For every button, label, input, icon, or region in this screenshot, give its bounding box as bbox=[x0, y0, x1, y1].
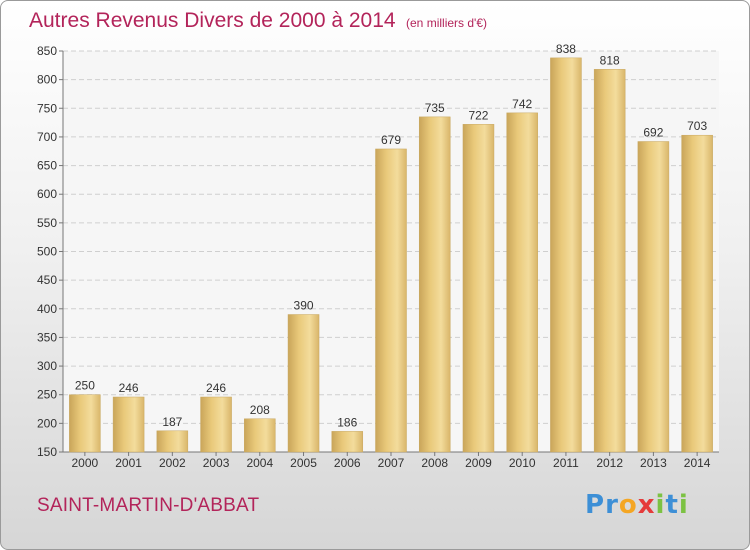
x-tick-label: 2007 bbox=[378, 456, 405, 470]
bar bbox=[244, 418, 276, 453]
x-tick-label: 2012 bbox=[596, 456, 623, 470]
bar-value-label: 187 bbox=[162, 415, 182, 429]
bar bbox=[287, 314, 320, 453]
bar-value-label: 818 bbox=[600, 53, 620, 67]
bar-value-label: 703 bbox=[687, 119, 707, 133]
bar bbox=[681, 134, 713, 453]
bar-value-label: 250 bbox=[75, 379, 95, 393]
x-tick-label: 2005 bbox=[290, 456, 317, 470]
chart-title-text: Autres Revenus Divers de 2000 à 2014 bbox=[29, 9, 396, 32]
x-tick-label: 2010 bbox=[509, 456, 536, 470]
logo-letter: i bbox=[678, 490, 689, 520]
x-tick-label: 2011 bbox=[553, 456, 579, 470]
bar bbox=[375, 148, 407, 453]
logo-letter: P bbox=[585, 490, 606, 520]
bar-value-label: 390 bbox=[294, 299, 314, 313]
logo-letter: t bbox=[665, 490, 679, 520]
bar-value-label: 742 bbox=[512, 97, 532, 111]
bar bbox=[462, 124, 495, 453]
bar bbox=[112, 396, 145, 453]
y-tick-label: 500 bbox=[37, 245, 57, 259]
bar bbox=[418, 116, 451, 453]
bar bbox=[200, 396, 232, 453]
proxiti-logo: Proxiti bbox=[585, 490, 689, 520]
y-tick-label: 350 bbox=[37, 330, 57, 344]
bar bbox=[637, 141, 670, 453]
y-tick-label: 700 bbox=[37, 130, 57, 144]
bar-value-label: 838 bbox=[556, 42, 576, 56]
logo-letter: i bbox=[655, 490, 666, 520]
bar-value-label: 735 bbox=[425, 101, 445, 115]
y-tick-label: 650 bbox=[37, 159, 57, 173]
y-tick-label: 800 bbox=[37, 73, 57, 87]
x-tick-label: 2003 bbox=[203, 456, 230, 470]
y-tick-label: 550 bbox=[37, 216, 57, 230]
x-tick-label: 2002 bbox=[159, 456, 186, 470]
y-tick-label: 300 bbox=[37, 359, 57, 373]
bar-value-label: 692 bbox=[643, 126, 663, 140]
bar bbox=[156, 430, 189, 453]
y-tick-label: 200 bbox=[37, 416, 57, 430]
bar-value-label: 722 bbox=[468, 108, 488, 122]
x-tick-label: 2013 bbox=[640, 456, 667, 470]
bar bbox=[550, 57, 582, 453]
bar bbox=[506, 112, 538, 453]
logo-letter: o bbox=[618, 490, 638, 520]
bar bbox=[69, 394, 101, 453]
x-tick-label: 2009 bbox=[465, 456, 492, 470]
x-tick-label: 2006 bbox=[334, 456, 361, 470]
y-tick-label: 400 bbox=[37, 302, 57, 316]
x-tick-label: 2014 bbox=[684, 456, 711, 470]
chart-title: Autres Revenus Divers de 2000 à 2014 (en… bbox=[29, 9, 487, 33]
x-tick-label: 2004 bbox=[246, 456, 273, 470]
y-tick-label: 150 bbox=[37, 445, 57, 459]
y-tick-label: 850 bbox=[37, 44, 57, 58]
x-tick-label: 2000 bbox=[72, 456, 99, 470]
bar bbox=[331, 431, 364, 453]
x-tick-label: 2001 bbox=[115, 456, 142, 470]
bar-value-label: 246 bbox=[119, 381, 139, 395]
logo-letter: x bbox=[637, 490, 656, 520]
y-tick-label: 600 bbox=[37, 187, 57, 201]
x-tick-label: 2008 bbox=[421, 456, 448, 470]
logo-letter: r bbox=[605, 490, 619, 520]
bar bbox=[593, 69, 626, 453]
chart-unit-label: (en milliers d'€) bbox=[406, 16, 487, 30]
bar-value-label: 186 bbox=[337, 415, 357, 429]
y-tick-label: 450 bbox=[37, 273, 57, 287]
commune-name: SAINT-MARTIN-D'ABBAT bbox=[37, 495, 260, 516]
bar-value-label: 679 bbox=[381, 133, 401, 147]
bar-value-label: 208 bbox=[250, 403, 270, 417]
y-tick-label: 250 bbox=[37, 388, 57, 402]
y-tick-label: 750 bbox=[37, 101, 57, 115]
bar-value-label: 246 bbox=[206, 381, 226, 395]
